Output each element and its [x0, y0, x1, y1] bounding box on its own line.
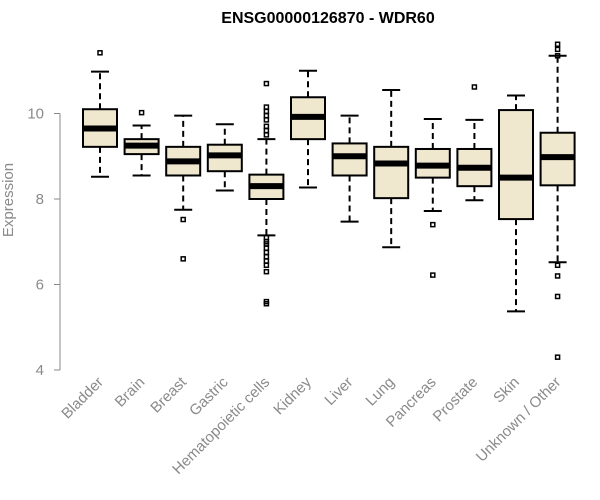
outlier-point [263, 127, 270, 134]
y-axis-label: Expression [0, 163, 17, 237]
outlier-point [263, 245, 270, 251]
x-tick-label: Kidney [270, 373, 315, 418]
outlier-point [430, 272, 436, 278]
y-tick-label: 4 [36, 362, 44, 379]
y-tick-label: 6 [36, 277, 44, 294]
box-group [539, 41, 576, 360]
boxes-layer [82, 41, 576, 360]
outlier-point [263, 258, 270, 264]
iqr-box [331, 142, 368, 177]
outlier-point [263, 132, 270, 138]
outlier-point [263, 112, 270, 119]
outlier-point [263, 262, 270, 269]
outlier-point [554, 53, 561, 59]
outlier-point [263, 253, 270, 260]
box-group [248, 80, 285, 307]
outlier-point [263, 108, 270, 115]
x-tick-label: Breast [147, 373, 190, 416]
box-group [290, 69, 326, 189]
y-tick-label: 10 [27, 106, 44, 123]
outlier-point [554, 41, 561, 47]
chart-title: ENSG00000126870 - WDR60 [221, 10, 435, 27]
box-group [82, 50, 118, 178]
x-tick-label: Bladder [58, 374, 107, 423]
iqr-box [498, 109, 534, 221]
iqr-box [373, 145, 410, 200]
x-tick-label: Prostate [430, 374, 482, 426]
outlier-point [263, 117, 270, 123]
outlier-point [263, 104, 270, 110]
box-group [165, 114, 202, 262]
outlier-point [554, 46, 561, 53]
x-tick-label: Brain [112, 374, 149, 411]
box-group [456, 84, 493, 202]
y-tick-label: 8 [36, 191, 44, 208]
outlier-point [180, 256, 186, 262]
outlier-point [554, 262, 561, 269]
outlier-point [263, 300, 270, 307]
outlier-point [263, 268, 270, 275]
x-tick-label: Skin [490, 374, 523, 407]
outlier-point [554, 354, 561, 360]
outlier-point [97, 50, 103, 56]
outlier-point [263, 249, 270, 256]
outlier-point [471, 84, 478, 90]
x-tick-label: Liver [321, 374, 356, 409]
x-tick-label: Lung [362, 374, 398, 410]
box-group [123, 109, 160, 177]
outlier-point [554, 293, 561, 300]
box-group [373, 88, 410, 249]
box-group [414, 118, 451, 278]
box-group [498, 94, 534, 313]
outlier-point [180, 216, 186, 223]
outlier-point [263, 80, 270, 87]
outlier-point [263, 123, 270, 130]
outlier-point [138, 109, 145, 116]
outlier-point [554, 273, 561, 279]
box-group [331, 114, 368, 223]
outlier-point [263, 234, 270, 241]
y-axis: 4 6 8 10 [27, 106, 61, 379]
outlier-point [430, 221, 436, 228]
box-group [206, 123, 243, 192]
